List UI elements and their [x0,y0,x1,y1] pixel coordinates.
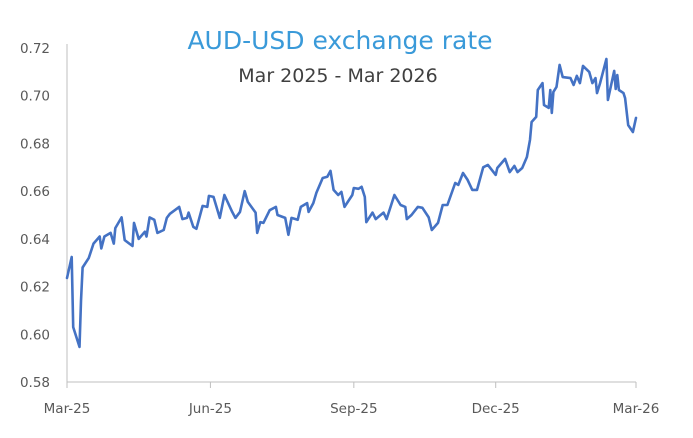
x-tick-label: Dec-25 [472,401,520,417]
x-tick-label: Mar-25 [44,401,91,417]
y-tick-label: 0.64 [20,232,50,248]
y-tick-label: 0.70 [20,89,50,105]
y-tick-label: 0.66 [20,184,50,200]
y-tick-label: 0.68 [20,136,50,152]
x-tick-label: Sep-25 [330,401,378,417]
series-line-aud-usd [65,57,638,349]
y-tick-label: 0.58 [20,375,50,391]
chart-title: AUD-USD exchange rate [187,26,492,55]
chart-subtitle: Mar 2025 - Mar 2026 [238,65,437,87]
y-tick-label: 0.72 [20,41,50,57]
y-tick-label: 0.60 [20,327,50,343]
y-tick-label: 0.62 [20,280,50,296]
x-tick-label: Mar-26 [613,401,660,417]
x-tick-label: Jun-25 [188,401,232,417]
